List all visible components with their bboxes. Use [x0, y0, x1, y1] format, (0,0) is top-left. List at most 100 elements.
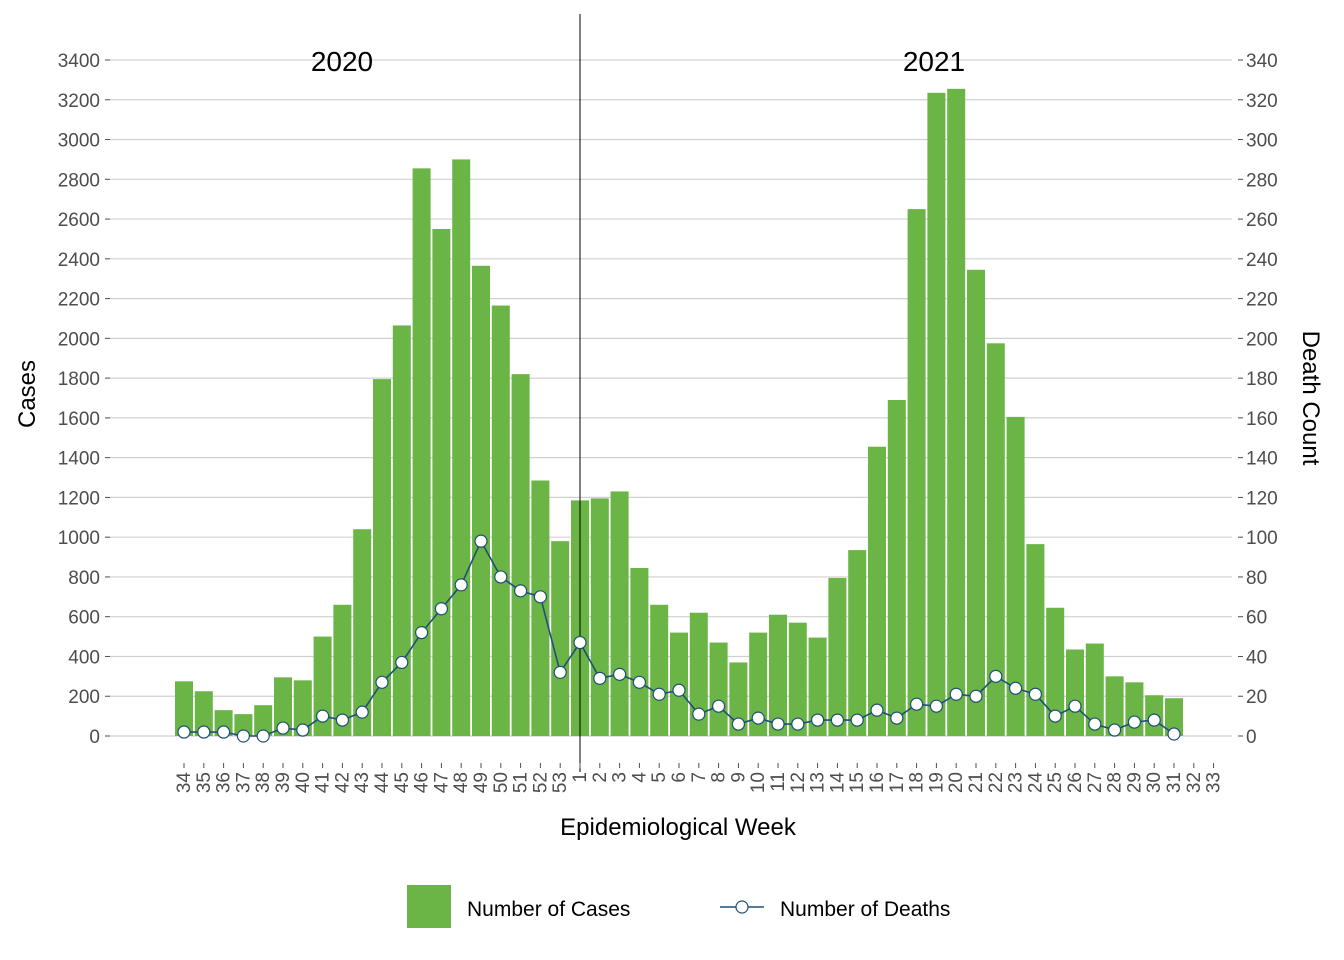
y-tick-label-right: 220: [1246, 290, 1278, 311]
deaths-marker: [890, 711, 904, 725]
deaths-marker: [513, 584, 528, 598]
cases-bar: [274, 677, 292, 736]
cases-bar: [709, 642, 728, 736]
x-tick-label: 10: [748, 772, 769, 793]
deaths-marker: [316, 709, 330, 723]
deaths-marker: [909, 697, 924, 711]
y-tick-label-left: 2000: [58, 329, 100, 350]
year-label-2021: 2021: [903, 46, 965, 77]
y-tick-label-left: 2600: [58, 210, 100, 231]
deaths-marker: [355, 705, 369, 719]
x-tick-label: 1: [570, 772, 591, 783]
cases-bar: [194, 691, 213, 736]
cases-bar: [452, 159, 471, 737]
left-axis: 0 200 400 600 800 1000 1200 1400 1600 1800 2000 220…: [58, 51, 110, 748]
x-tick-label: 44: [372, 772, 393, 794]
x-tick-label: 31: [1164, 772, 1185, 793]
x-tick-label: 4: [629, 772, 650, 783]
x-tick-label: 22: [986, 772, 1007, 793]
deaths-marker: [335, 713, 349, 727]
y-tick-label-right: 60: [1246, 608, 1267, 629]
cases-bar: [293, 680, 312, 736]
cases-bar: [749, 632, 768, 736]
cases-bar: [887, 399, 906, 736]
legend-deaths-label: Number of Deaths: [780, 898, 950, 921]
x-tick-label: 36: [214, 772, 235, 793]
cases-bar: [1006, 416, 1025, 736]
x-tick-label: 19: [926, 772, 947, 793]
deaths-marker: [1008, 681, 1023, 695]
cases-bar: [333, 604, 352, 736]
x-tick-label: 30: [1144, 772, 1165, 793]
deaths-marker: [949, 687, 963, 701]
cases-bar: [808, 637, 827, 736]
y-tick-label-left: 1400: [58, 449, 100, 470]
x-tick-label: 20: [946, 772, 967, 793]
x-tick-label: 53: [550, 772, 571, 793]
x-tick-label: 24: [1025, 772, 1046, 794]
deaths-marker: [1107, 723, 1122, 737]
y-tick-label-right: 320: [1246, 91, 1278, 112]
cases-bar: [769, 614, 787, 736]
deaths-marker: [296, 723, 310, 737]
cases-bar: [967, 269, 985, 736]
deaths-marker: [672, 683, 686, 697]
legend-cases-swatch: [407, 885, 451, 928]
year-label-2020: 2020: [311, 46, 373, 77]
y-tick-label-left: 400: [68, 647, 100, 668]
deaths-marker: [494, 570, 508, 584]
y-tick-label-right: 100: [1246, 528, 1278, 549]
deaths-marker: [1048, 709, 1062, 723]
deaths-marker: [692, 707, 706, 721]
y-tick-label-left: 1200: [58, 488, 100, 509]
deaths-marker: [850, 713, 864, 727]
deaths-marker: [771, 717, 785, 731]
deaths-marker: [434, 602, 448, 616]
deaths-marker: [1127, 715, 1142, 729]
cases-bar: [610, 491, 629, 736]
x-tick-label: 38: [253, 772, 274, 793]
deaths-marker: [197, 725, 211, 739]
deaths-marker: [711, 699, 726, 713]
y-tick-label-right: 0: [1246, 727, 1257, 748]
x-axis: 3435363738394041424344454647484950515253…: [174, 763, 1225, 793]
deaths-marker: [573, 635, 587, 650]
y-tick-label-right: 180: [1246, 369, 1278, 390]
x-tick-label: 43: [352, 772, 373, 793]
x-tick-label: 15: [847, 772, 868, 793]
legend-cases-label: Number of Cases: [467, 898, 630, 921]
deaths-marker: [1028, 687, 1043, 701]
y-tick-label-left: 0: [89, 727, 100, 748]
cases-bar: [353, 529, 372, 736]
cases-bar: [1046, 607, 1065, 736]
cases-bar: [234, 714, 253, 736]
y-tick-label-right: 40: [1246, 647, 1267, 668]
cases-bar: [630, 567, 649, 736]
x-tick-label: 40: [293, 772, 314, 793]
x-tick-label: 29: [1124, 772, 1145, 793]
deaths-marker: [1068, 699, 1082, 713]
y-tick-label-left: 800: [68, 568, 100, 589]
cases-bar: [590, 498, 609, 736]
x-tick-label: 46: [412, 772, 433, 793]
deaths-marker: [731, 717, 746, 731]
deaths-marker: [751, 711, 765, 725]
y-tick-label-right: 300: [1246, 131, 1278, 152]
x-tick-label: 49: [471, 772, 492, 793]
x-tick-label: 2: [590, 772, 611, 783]
x-tick-label: 9: [728, 772, 749, 783]
grid-lines: [110, 59, 1232, 737]
y-tick-label-right: 140: [1246, 449, 1278, 470]
cases-bar: [1085, 643, 1104, 736]
cases-bar: [392, 325, 411, 736]
cases-bar: [986, 343, 1005, 736]
y-tick-label-left: 600: [68, 608, 100, 629]
y-tick-label-left: 3200: [58, 91, 100, 112]
cases-bar: [907, 209, 926, 736]
y-tick-label-left: 2800: [58, 170, 100, 191]
deaths-marker: [415, 626, 429, 640]
x-tick-label: 23: [1006, 772, 1027, 793]
y-tick-label-right: 260: [1246, 210, 1278, 231]
x-tick-label: 48: [451, 772, 472, 793]
cases-bar: [927, 92, 946, 736]
